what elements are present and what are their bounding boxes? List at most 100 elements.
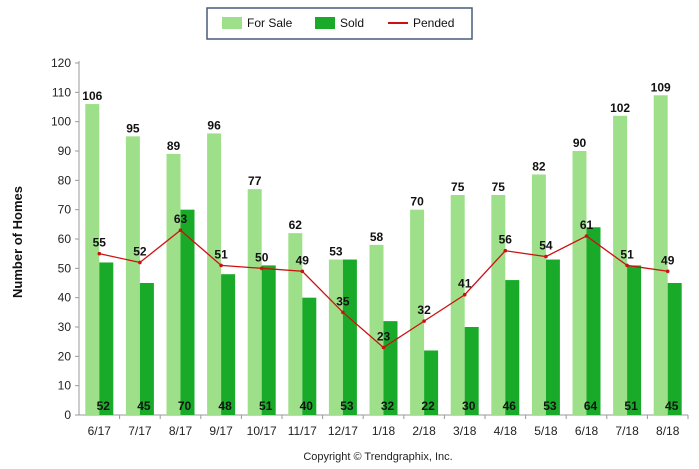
data-label-sold: 51 — [259, 399, 273, 413]
data-label-for-sale: 102 — [610, 101, 630, 115]
data-label-for-sale: 82 — [532, 159, 546, 173]
data-label-pended: 41 — [458, 277, 472, 291]
y-tick-label: 80 — [58, 173, 72, 187]
x-tick-label: 7/18 — [615, 424, 639, 438]
legend-label: Sold — [340, 16, 364, 30]
bar-sold — [424, 350, 439, 415]
y-tick-label: 100 — [51, 115, 71, 129]
legend-label: For Sale — [247, 16, 293, 30]
y-tick-label: 60 — [58, 232, 72, 246]
data-label-sold: 52 — [97, 399, 111, 413]
pended-point — [462, 292, 467, 297]
x-tick-label: 2/18 — [412, 424, 436, 438]
x-tick-label: 6/18 — [575, 424, 599, 438]
legend-item-pended: Pended — [388, 16, 454, 30]
data-label-sold: 40 — [300, 399, 314, 413]
bar-for-sale — [288, 233, 303, 415]
pended-point — [544, 254, 548, 259]
data-label-sold: 53 — [543, 399, 557, 413]
copyright-text: Copyright © Trendgraphix, Inc. — [303, 451, 452, 463]
bar-for-sale — [450, 195, 465, 415]
data-label-sold: 53 — [340, 399, 354, 413]
data-label-for-sale: 90 — [573, 136, 587, 150]
data-label-pended: 54 — [539, 239, 553, 253]
bar-for-sale — [572, 151, 587, 415]
data-label-sold: 30 — [462, 399, 476, 413]
x-tick-label: 3/18 — [453, 424, 477, 438]
data-label-pended: 23 — [377, 330, 391, 344]
legend-swatch — [315, 17, 335, 29]
y-tick-label: 50 — [58, 261, 72, 275]
data-label-for-sale: 62 — [289, 218, 303, 232]
data-label-sold: 45 — [137, 399, 151, 413]
y-tick-label: 10 — [58, 379, 72, 393]
y-tick-label: 40 — [58, 291, 72, 305]
pended-point — [138, 260, 142, 265]
data-labels: 106 52 95 45 89 70 96 48 77 51 62 40 53 53 58 32 70 22 75 3… — [82, 80, 678, 413]
y-axis-label: Number of Homes — [10, 186, 25, 298]
bar-sold — [221, 274, 236, 415]
x-tick-label: 8/18 — [656, 424, 680, 438]
legend: For Sale Sold Pended — [206, 7, 473, 40]
pended-point — [503, 248, 508, 253]
data-label-for-sale: 70 — [410, 195, 424, 209]
data-label-sold: 22 — [421, 399, 435, 413]
y-tick-label: 120 — [51, 56, 71, 70]
bar-sold — [99, 262, 114, 415]
data-label-pended: 35 — [336, 294, 350, 308]
pended-point — [381, 345, 386, 350]
y-tick-label: 90 — [58, 144, 72, 158]
pended-point — [625, 263, 629, 268]
bar-sold — [342, 259, 357, 415]
data-label-pended: 32 — [417, 303, 431, 317]
data-label-sold: 46 — [503, 399, 517, 413]
x-tick-label: 12/17 — [328, 424, 358, 438]
data-label-pended: 52 — [133, 244, 147, 258]
data-label-sold: 64 — [584, 399, 598, 413]
bar-for-sale — [85, 104, 100, 416]
x-tick-label: 4/18 — [494, 424, 518, 438]
legend-label: Pended — [413, 16, 454, 30]
data-label-pended: 50 — [255, 250, 269, 264]
bar-sold — [505, 280, 520, 415]
x-tick-label: 8/17 — [169, 424, 193, 438]
data-label-pended: 61 — [580, 218, 594, 232]
bar-for-sale — [369, 244, 384, 415]
pended-point — [584, 234, 589, 238]
y-tick-label: 0 — [64, 408, 71, 422]
data-label-sold: 70 — [178, 399, 192, 413]
bar-for-sale — [247, 189, 262, 415]
data-label-pended: 49 — [661, 253, 675, 267]
pended-point — [422, 319, 426, 323]
data-label-pended: 63 — [174, 212, 188, 226]
bar-for-sale — [613, 115, 628, 416]
data-label-pended: 51 — [214, 247, 228, 261]
legend-item-sold: Sold — [315, 16, 364, 30]
data-label-pended: 51 — [620, 247, 634, 261]
bars — [85, 95, 682, 416]
bar-sold — [627, 265, 642, 415]
bar-sold — [464, 327, 479, 415]
pended-point — [219, 263, 223, 268]
bar-for-sale — [328, 259, 343, 415]
data-label-for-sale: 58 — [370, 230, 384, 244]
x-tick-label: 11/17 — [288, 424, 317, 438]
pended-point — [300, 269, 305, 274]
pended-point — [97, 251, 102, 256]
pended-point — [341, 310, 345, 315]
data-label-sold: 45 — [665, 399, 679, 413]
legend-item-for-sale: For Sale — [222, 16, 293, 30]
bar-sold — [545, 259, 560, 415]
bar-for-sale — [410, 209, 425, 415]
x-tick-label: 1/18 — [372, 424, 396, 438]
data-label-for-sale: 109 — [651, 80, 671, 94]
data-label-for-sale: 75 — [492, 180, 506, 194]
bar-for-sale — [166, 153, 181, 415]
x-tick-label: 10/17 — [247, 424, 277, 438]
data-label-for-sale: 75 — [451, 180, 465, 194]
data-label-for-sale: 95 — [126, 121, 140, 135]
x-tick-label: 6/17 — [88, 424, 112, 438]
bar-sold — [586, 227, 601, 415]
y-tick-label: 20 — [58, 349, 72, 363]
